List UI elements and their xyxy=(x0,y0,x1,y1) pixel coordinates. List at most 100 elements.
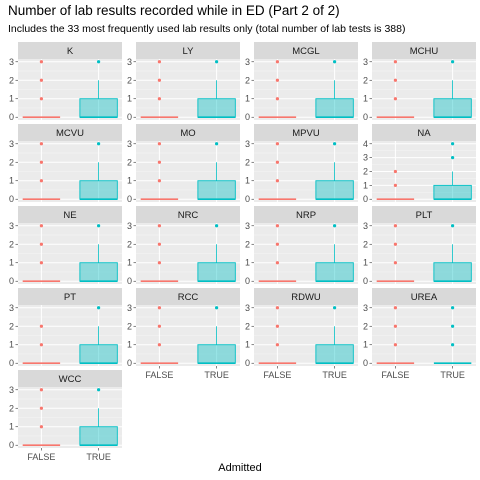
box-false xyxy=(22,324,61,365)
box-iqr xyxy=(315,344,354,364)
y-tick-label: 0 xyxy=(127,194,132,204)
outlier-point xyxy=(39,160,44,164)
outlier-point xyxy=(451,142,455,146)
chart-title: Number of lab results recorded while in … xyxy=(8,3,340,18)
outlier-point xyxy=(157,343,161,347)
facet-mo: MO 0 1 2 3 xyxy=(127,124,240,204)
box-false xyxy=(258,60,297,119)
outlier-point xyxy=(39,60,44,64)
outlier-point xyxy=(39,142,44,146)
facet-strip-label: MPVU xyxy=(292,128,320,139)
box-iqr xyxy=(315,262,354,282)
outlier-point xyxy=(97,306,101,310)
outlier-point xyxy=(333,306,337,310)
box-true xyxy=(315,306,354,365)
outlier-point xyxy=(39,261,44,265)
x-tick-label: FALSE xyxy=(27,452,55,462)
y-tick-label: 1 xyxy=(9,176,14,186)
box-true xyxy=(79,60,118,119)
outlier-point xyxy=(275,261,279,265)
box-iqr xyxy=(197,180,236,200)
outlier-point xyxy=(451,343,455,347)
outlier-point xyxy=(97,60,101,64)
facet-strip xyxy=(254,42,358,59)
y-tick-label: 3 xyxy=(363,303,368,313)
facet-strip-label: UREA xyxy=(411,292,438,303)
box-false xyxy=(376,169,415,201)
y-tick-label: 3 xyxy=(127,303,132,313)
y-tick-label: 1 xyxy=(127,258,132,268)
box-true xyxy=(315,142,354,201)
facet-strip xyxy=(372,42,476,59)
facet-strip xyxy=(18,288,122,305)
outlier-point xyxy=(275,343,279,347)
facet-strip xyxy=(18,206,122,223)
y-tick-label: 3 xyxy=(245,57,250,67)
chart-subtitle: Includes the 33 most frequently used lab… xyxy=(8,23,406,35)
outlier-point xyxy=(215,60,219,64)
y-tick-label: 4 xyxy=(363,139,368,149)
outlier-point xyxy=(275,142,279,146)
outlier-point xyxy=(333,142,337,146)
outlier-point xyxy=(39,97,44,101)
outlier-point xyxy=(157,160,161,164)
y-tick-label: 0 xyxy=(9,358,14,368)
y-tick-label: 2 xyxy=(127,239,132,249)
box-true xyxy=(79,224,118,283)
box-iqr xyxy=(197,262,236,282)
box-iqr xyxy=(433,184,472,200)
facet-strip-label: MCVU xyxy=(56,128,84,139)
outlier-point xyxy=(275,160,279,164)
x-tick-label: FALSE xyxy=(145,370,173,380)
facet-strip xyxy=(372,288,476,305)
outlier-point xyxy=(157,78,161,82)
facet-strip xyxy=(254,206,358,223)
y-tick-label: 1 xyxy=(9,422,14,432)
y-tick-label: 1 xyxy=(363,180,368,190)
outlier-point xyxy=(157,324,161,328)
facet-strip-label: MCHU xyxy=(410,46,439,57)
facet-strip xyxy=(254,288,358,305)
outlier-point xyxy=(275,97,279,101)
y-tick-label: 3 xyxy=(127,139,132,149)
outlier-point xyxy=(393,78,397,82)
facet-pt: PT 0 1 2 3 xyxy=(9,288,122,368)
y-tick-label: 3 xyxy=(9,139,14,149)
facet-strip-label: RCC xyxy=(178,292,199,303)
facet-strip-label: PT xyxy=(64,292,76,303)
outlier-point xyxy=(393,261,397,265)
x-tick-label: FALSE xyxy=(381,370,409,380)
facet-strip xyxy=(136,288,240,305)
outlier-point xyxy=(393,97,397,101)
outlier-point xyxy=(393,169,397,174)
y-tick-label: 2 xyxy=(363,239,368,249)
facet-ly: LY 0 1 2 3 xyxy=(127,42,240,122)
y-tick-label: 3 xyxy=(9,57,14,67)
facet-mpvu: MPVU 0 1 2 3 xyxy=(245,124,358,204)
outlier-point xyxy=(275,224,279,228)
y-tick-label: 1 xyxy=(9,94,14,104)
outlier-point xyxy=(215,142,219,146)
y-tick-label: 0 xyxy=(127,276,132,286)
box-iqr xyxy=(197,344,236,364)
outlier-point xyxy=(157,60,161,64)
y-tick-label: 2 xyxy=(363,321,368,331)
y-tick-label: 1 xyxy=(127,340,132,350)
facet-strip-label: K xyxy=(67,46,74,57)
y-tick-label: 0 xyxy=(363,358,368,368)
y-tick-label: 3 xyxy=(363,221,368,231)
outlier-point xyxy=(393,306,397,310)
y-tick-label: 2 xyxy=(245,157,250,167)
box-iqr xyxy=(79,344,118,364)
box-false xyxy=(258,306,297,365)
y-tick-label: 0 xyxy=(363,112,368,122)
outlier-point xyxy=(393,343,397,347)
box-false xyxy=(22,142,61,201)
y-tick-label: 0 xyxy=(363,276,368,286)
y-tick-label: 0 xyxy=(127,358,132,368)
box-false xyxy=(376,60,415,119)
box-iqr xyxy=(315,180,354,200)
y-tick-label: 3 xyxy=(127,57,132,67)
box-false xyxy=(258,142,297,201)
